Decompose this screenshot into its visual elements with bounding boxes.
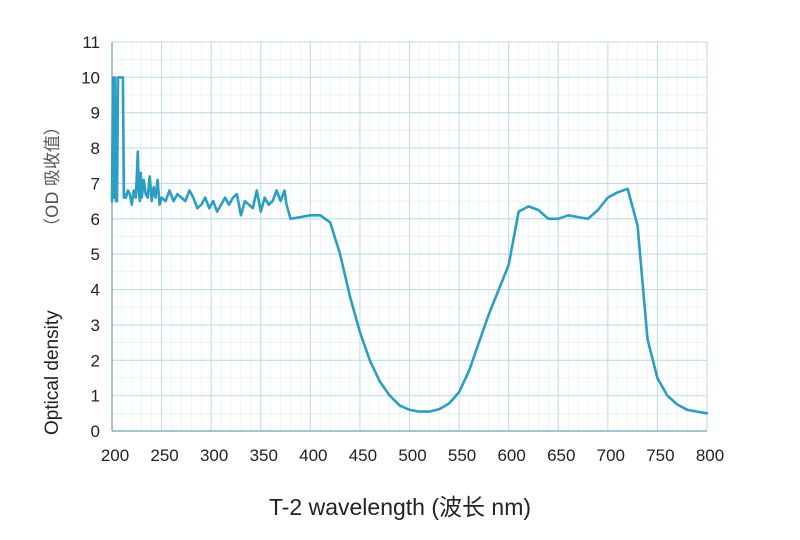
y-tick-label: 5 bbox=[91, 245, 100, 264]
y-tick-label: 11 bbox=[82, 33, 100, 52]
x-axis-label: T-2 wavelength (波长 nm) bbox=[269, 494, 531, 520]
y-tick-label: 3 bbox=[91, 316, 100, 335]
series-layer bbox=[110, 76, 709, 415]
x-tick-label: 350 bbox=[250, 446, 278, 465]
x-tick-label: 650 bbox=[547, 446, 575, 465]
x-tick-label: 700 bbox=[597, 446, 625, 465]
y-tick-label: 8 bbox=[91, 139, 100, 158]
x-tick-label: 800 bbox=[696, 446, 724, 465]
y-tick-label: 7 bbox=[91, 174, 100, 193]
y-tick-label: 2 bbox=[91, 351, 100, 370]
x-tick-label: 200 bbox=[101, 446, 129, 465]
x-tick-label: 400 bbox=[299, 446, 327, 465]
y-tick-label: 4 bbox=[91, 281, 100, 300]
y-tick-label: 1 bbox=[91, 387, 100, 406]
x-tick-label: 550 bbox=[448, 446, 476, 465]
y-tick-labels: 0 1 2 3 4 5 6 7 8 9 10 11 bbox=[81, 33, 100, 441]
x-tick-label: 300 bbox=[200, 446, 228, 465]
y-tick-label: 10 bbox=[81, 68, 100, 87]
y-axis-label: Optical density bbox=[42, 310, 63, 435]
y-tick-label: 9 bbox=[91, 104, 100, 123]
y-tick-label: 6 bbox=[91, 210, 100, 229]
series-line-od bbox=[110, 76, 709, 415]
x-tick-label: 250 bbox=[150, 446, 178, 465]
x-tick-label: 500 bbox=[398, 446, 426, 465]
x-tick-label: 600 bbox=[497, 446, 525, 465]
x-tick-label: 750 bbox=[646, 446, 674, 465]
x-tick-labels: 200 250 300 350 400 450 500 550 600 650 700 750 800 bbox=[101, 446, 724, 465]
y-axis-label-cn: （OD 吸收值） bbox=[43, 118, 63, 235]
x-tick-label: 450 bbox=[349, 446, 377, 465]
y-tick-label: 0 bbox=[91, 422, 100, 441]
